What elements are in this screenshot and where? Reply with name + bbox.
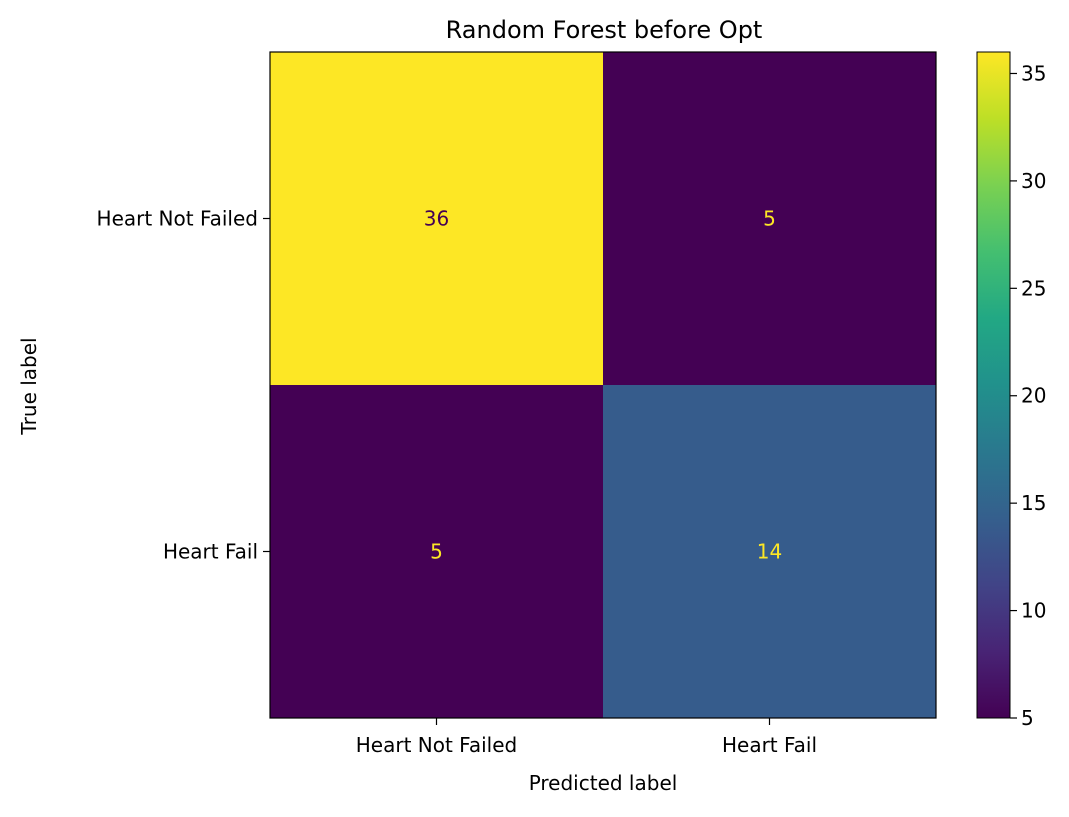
x-tick-label: Heart Fail: [722, 733, 817, 757]
colorbar-tick-label: 35: [1021, 61, 1046, 85]
colorbar-tick-label: 10: [1021, 599, 1046, 623]
cell-value-label: 14: [757, 540, 782, 564]
y-axis-ticks: Heart Not Failed Heart Fail: [97, 207, 270, 564]
chart-title: Random Forest before Opt: [446, 16, 763, 44]
colorbar-tick-label: 30: [1021, 169, 1046, 193]
cell-value-label: 5: [430, 540, 443, 564]
cell-value-label: 36: [424, 207, 449, 231]
colorbar-tick-label: 20: [1021, 384, 1046, 408]
colorbar-ticks: 5 10 15 20 25 30 35: [1010, 61, 1046, 730]
x-tick-label: Heart Not Failed: [356, 733, 517, 757]
colorbar-tick-label: 25: [1021, 276, 1046, 300]
colorbar-tick-label: 15: [1021, 491, 1046, 515]
heatmap-cell: [603, 385, 936, 718]
cell-value-labels: 36 5 5 14: [424, 207, 782, 564]
y-tick-label: Heart Not Failed: [97, 207, 258, 231]
heatmap-cell: [270, 385, 603, 718]
y-tick-label: Heart Fail: [163, 540, 258, 564]
cell-value-label: 5: [763, 207, 776, 231]
x-axis-ticks: Heart Not Failed Heart Fail: [356, 718, 817, 757]
heatmap-cells: [270, 52, 936, 718]
heatmap-cell: [603, 52, 936, 385]
heatmap-cell: [270, 52, 603, 385]
y-axis-label: True label: [17, 337, 41, 435]
colorbar: [976, 51, 1011, 719]
plot-frame: [269, 51, 937, 719]
x-axis-label: Predicted label: [529, 771, 678, 795]
colorbar-tick-label: 5: [1021, 706, 1034, 730]
